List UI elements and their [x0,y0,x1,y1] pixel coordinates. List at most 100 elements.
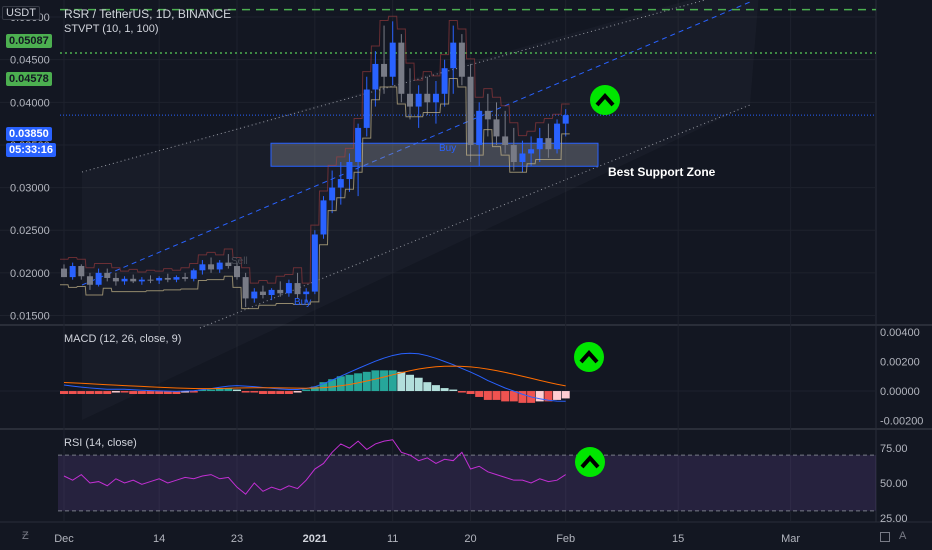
stvpt-upper-line [60,15,570,284]
macd-label[interactable]: MACD (12, 26, close, 9) [64,333,182,345]
candle-body [277,289,284,294]
sell-signal-label: Sell [231,256,248,267]
support-zone-label: Best Support Zone [608,165,716,179]
candle-body [510,144,517,162]
y-tick-label: 75.00 [880,443,908,455]
macd-histogram-bar [258,391,267,394]
chart-title: RSR / TetherUS, 1D, BINANCE [64,7,232,21]
buy-signal-label: Buy [294,297,312,308]
macd-histogram-bar [77,391,86,394]
up-arrow-icon [574,446,606,478]
macd-histogram-bar [189,391,198,393]
candle-body [69,266,76,278]
rsi-label[interactable]: RSI (14, close) [64,437,137,449]
y-tick-label: 0.00200 [880,356,920,368]
x-tick-label: 2021 [303,533,327,545]
macd-histogram-bar [544,391,553,402]
macd-histogram-bar [276,391,285,394]
y-tick-label: 50.00 [880,478,908,490]
x-tick-label: Mar [781,533,800,545]
macd-histogram-bar [172,391,181,394]
level-mid-tag: 0.04578 [6,72,52,86]
settings-icon[interactable] [880,532,890,542]
rsi-line [63,439,566,495]
macd-histogram-bar [431,385,440,392]
x-tick-label: 23 [231,533,243,545]
currency-selector[interactable]: USDT [2,6,40,20]
candle-body [519,153,526,162]
macd-histogram-bar [449,389,458,392]
candle-body [502,136,509,145]
y-tick-label: 0.02000 [10,268,50,280]
macd-histogram-bar [103,391,112,394]
macd-histogram-bar [310,386,319,392]
candle-body [320,200,327,235]
candle-body [415,93,422,107]
buy-signal-label: Buy [439,143,457,154]
y-tick-label: 0.00000 [880,386,920,398]
macd-histogram-bar [284,391,293,394]
candle-body [104,272,111,278]
candle-body [78,266,85,277]
macd-histogram-bar [518,391,527,403]
candle-body [398,42,405,94]
macd-histogram-bar [111,391,120,393]
macd-histogram-bar [371,370,380,392]
candle-body [173,277,180,280]
macd-histogram-bar [440,388,449,392]
y-tick-label: 0.01500 [10,310,50,322]
macd-histogram-bar [146,391,155,394]
x-tick-label: 20 [464,533,476,545]
candle-body [138,279,145,282]
last-price-tag: 0.03850 [6,127,52,141]
candle-body [424,93,431,103]
candle-body [407,93,413,107]
candle-body [268,289,275,296]
macd-histogram-bar [302,389,311,392]
macd-histogram-bar [388,370,397,392]
candle-body [484,110,491,120]
stvpt-line [60,77,570,310]
macd-histogram-bar [423,382,432,392]
timezone-icon[interactable]: Ƶ [22,530,29,542]
macd-histogram-bar [466,391,475,394]
up-arrow-icon [573,341,605,373]
candle-body [450,42,457,69]
candle-body [389,42,396,77]
level-high-tag: 0.05087 [6,34,52,48]
macd-histogram-bar [561,391,570,399]
x-tick-label: 14 [153,533,165,545]
macd-histogram-bar [483,391,492,400]
candle-body [355,127,362,162]
indicator-label[interactable]: STVPT (10, 1, 100) [64,23,159,35]
macd-histogram-bar [163,391,172,394]
auto-scale-button[interactable]: A [899,530,907,542]
candle-body [458,42,465,77]
candle-body [294,283,301,295]
x-tick-label: Feb [556,533,575,545]
macd-histogram-bar [354,373,363,392]
up-arrow-icon [589,84,621,116]
macd-histogram-bar [198,389,207,392]
candle-body [121,278,128,282]
candle-body [545,138,552,150]
candle-body [346,162,353,180]
macd-histogram-bar [535,391,544,402]
candle-body [432,93,439,103]
candle-body [208,264,215,270]
candle-body [329,187,336,201]
candle-body [372,63,379,90]
candle-body [441,68,448,94]
macd-histogram-bar [241,391,250,393]
regression-channel [82,0,759,420]
candle-body [337,179,344,188]
macd-histogram-bar [457,391,466,393]
x-tick-label: Dec [54,533,74,545]
candle-body [95,272,102,285]
y-tick-label: 0.02500 [10,225,50,237]
macd-histogram-bar [553,391,562,400]
candle-body [61,268,67,278]
y-tick-label: 0.04500 [10,55,50,67]
candle-body [562,115,569,124]
